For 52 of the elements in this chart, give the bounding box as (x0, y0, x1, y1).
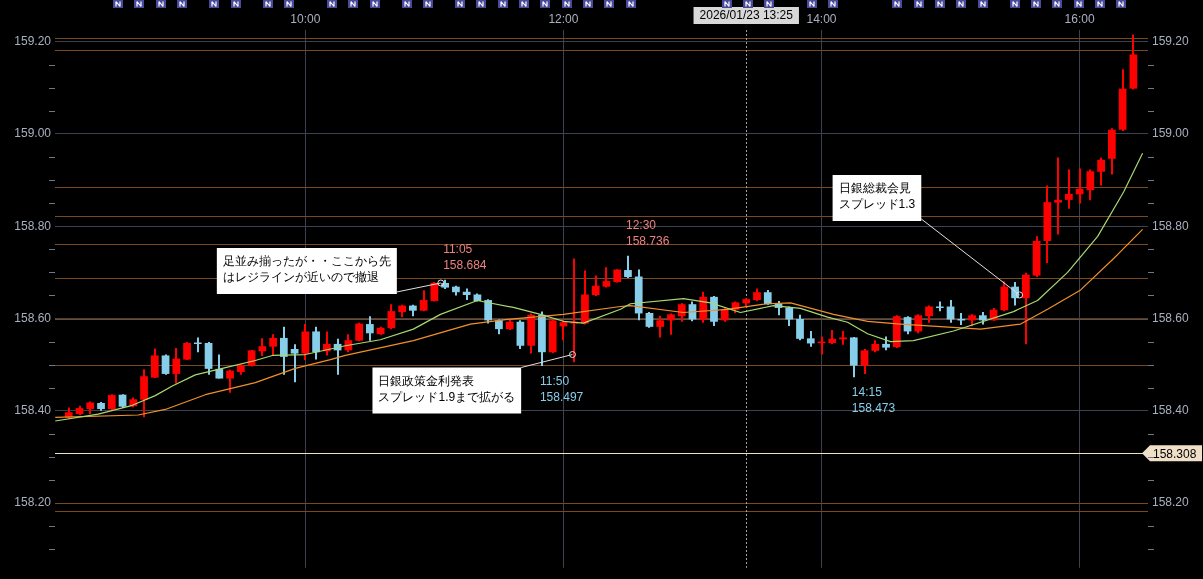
candlestick (366, 315, 374, 342)
candlestick (591, 274, 600, 297)
candlestick (677, 302, 686, 323)
candlestick (290, 343, 299, 384)
candlestick (1000, 280, 1009, 313)
y-tick-label: 158.40 (14, 403, 52, 418)
candlestick (1021, 271, 1030, 346)
candlestick (656, 314, 665, 339)
candlestick (484, 298, 493, 325)
candlestick (860, 347, 869, 375)
candlestick (279, 325, 288, 376)
y2-tick-label: 159.00 (1152, 126, 1190, 141)
x-tick-label: 12:00 (548, 12, 579, 27)
y-tick-label: 159.00 (14, 126, 52, 141)
candlestick (1064, 168, 1073, 210)
candlestick (215, 353, 224, 380)
candlestick (387, 303, 396, 331)
annotation: 日銀政策金利発表スプレッド1.9まで拡がる (378, 373, 516, 404)
y2-tick-label: 159.20 (1152, 33, 1190, 48)
y2-tick-label: 158.40 (1152, 403, 1190, 418)
candlestick (667, 312, 675, 336)
candlestick (301, 323, 310, 362)
y-tick-label: 158.60 (14, 310, 52, 325)
candlestick (150, 347, 159, 380)
y-tick-label: 158.20 (14, 495, 52, 510)
candlestick (172, 347, 181, 385)
candlestick (624, 254, 632, 279)
y2-tick-label: 158.80 (1152, 218, 1190, 233)
candlestick (1086, 168, 1095, 202)
x-tick-label: 16:00 (1064, 12, 1095, 27)
y-tick-label: 159.20 (14, 33, 52, 48)
x-tick-label: 10:00 (290, 12, 321, 27)
ref-line-label: 158.308 (1153, 446, 1197, 461)
candlestick (312, 325, 320, 361)
annotation: 足並み揃ったが・・ここから先はレジラインが近いので撤退 (222, 254, 391, 285)
annotation: 11:05 158.684 (443, 242, 487, 273)
annotation: 日銀総裁会見スプレッド1.3 (838, 181, 916, 212)
candlestick (1054, 156, 1062, 236)
annotation: 12:30 158.736 (625, 218, 670, 249)
y2-tick-label: 158.60 (1152, 310, 1190, 325)
candlestick (226, 368, 234, 394)
candlestick (796, 313, 804, 342)
candlestick (602, 266, 611, 289)
annotation: 11:50 158.497 (539, 374, 584, 405)
candlestick (1097, 156, 1105, 187)
x-tick-label: 14:00 (806, 12, 837, 27)
candlestick (140, 368, 148, 419)
annotation: 14:15 158.473 (851, 385, 896, 416)
y-tick-label: 158.80 (14, 218, 52, 233)
candlestick (269, 333, 277, 357)
ref-line-label: 2026/01/23 13:25 (699, 8, 794, 23)
y2-tick-label: 158.20 (1152, 495, 1190, 510)
